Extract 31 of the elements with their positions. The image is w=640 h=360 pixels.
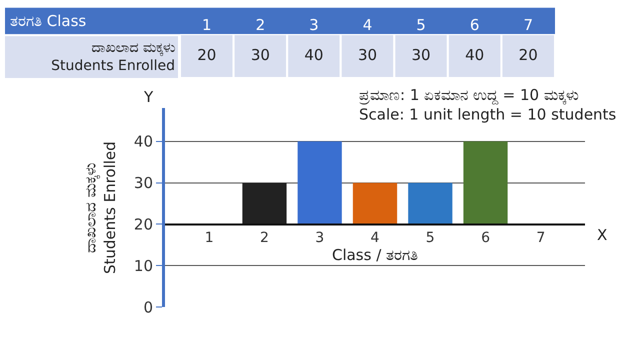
x-tick-label: 2 (260, 230, 269, 246)
data-label: 30 (412, 46, 431, 64)
y-tick-label: 0 (143, 298, 153, 316)
text: X (597, 226, 608, 244)
x-tick-label: 3 (315, 230, 324, 246)
x-tick-label: 6 (481, 230, 490, 246)
data-label: 30 (250, 46, 270, 64)
x-tick-label: 5 (416, 16, 426, 34)
data-label: 20 (518, 46, 538, 64)
x-tick-label: 4 (362, 16, 372, 34)
data-label: 40 (304, 46, 324, 64)
x-tick-label: 2 (256, 16, 266, 34)
x-tick-label: 1 (202, 16, 212, 34)
data-label: 40 (465, 46, 484, 64)
y-tick-label: 40 (134, 132, 153, 151)
data-label: 20 (197, 46, 216, 64)
data-label: 30 (358, 46, 378, 64)
text: Y (143, 88, 154, 106)
y-tick-label: 20 (134, 215, 153, 234)
y-tick-label: 10 (134, 256, 153, 275)
x-tick-label: 7 (523, 16, 533, 34)
x-tick-label: 7 (536, 230, 546, 246)
x-tick-label: 5 (426, 230, 435, 246)
text: ತರಗತಿ Class (10, 12, 86, 30)
x-axis-title: Class / ತರಗತಿ (332, 246, 418, 264)
x-tick-label: 1 (204, 230, 214, 246)
annotation: ಪ್ರಮಾಣ: 1 ಏಕಮಾನ ಉದ್ದ = 10 ಮಕ್ಕಳು Scale: 1 unit length = 10 students (359, 86, 616, 124)
x-tick-label: 6 (470, 16, 480, 34)
y-tick-label: 30 (134, 174, 153, 192)
x-tick-label: 4 (370, 230, 380, 246)
x-tick-label: 3 (309, 16, 319, 34)
